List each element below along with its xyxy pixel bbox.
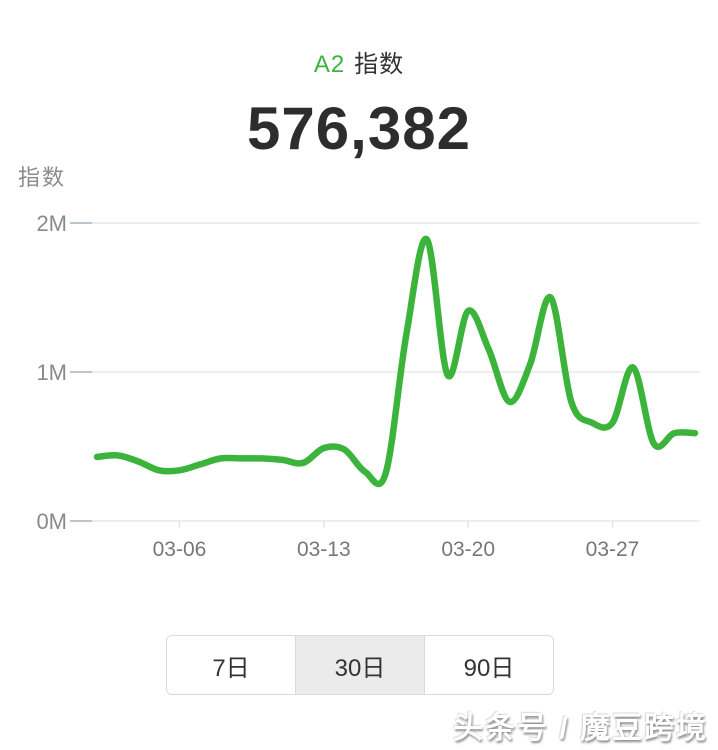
x-axis-label: 03-13 — [297, 538, 351, 561]
index-series-line — [93, 235, 699, 488]
period-button-7d[interactable]: 7日 — [167, 636, 295, 694]
watermark: 头条号 / 魔豆跨境 — [452, 712, 708, 745]
x-axis-label: 03-20 — [441, 538, 495, 561]
period-button-90d[interactable]: 90日 — [424, 636, 553, 694]
index-title-label: 指数 — [354, 51, 405, 78]
chart-title: A2 指数 — [0, 44, 718, 79]
y-axis-label: 1M — [36, 360, 67, 385]
index-current-value: 576,382 — [247, 95, 471, 162]
x-axis-label: 03-27 — [586, 538, 640, 561]
line-chart[interactable]: 0M 1M 2M 03-06 03-13 03-20 03-27 — [0, 0, 718, 600]
y-axis-title: 指数 — [18, 165, 67, 190]
period-selector: 7日 30日 90日 — [166, 635, 554, 695]
y-axis-label: 0M — [36, 509, 67, 534]
index-code-label: A2 — [313, 51, 346, 78]
y-axis-label: 2M — [36, 211, 67, 236]
period-button-30d[interactable]: 30日 — [295, 636, 424, 694]
x-axis-label: 03-06 — [153, 538, 207, 561]
